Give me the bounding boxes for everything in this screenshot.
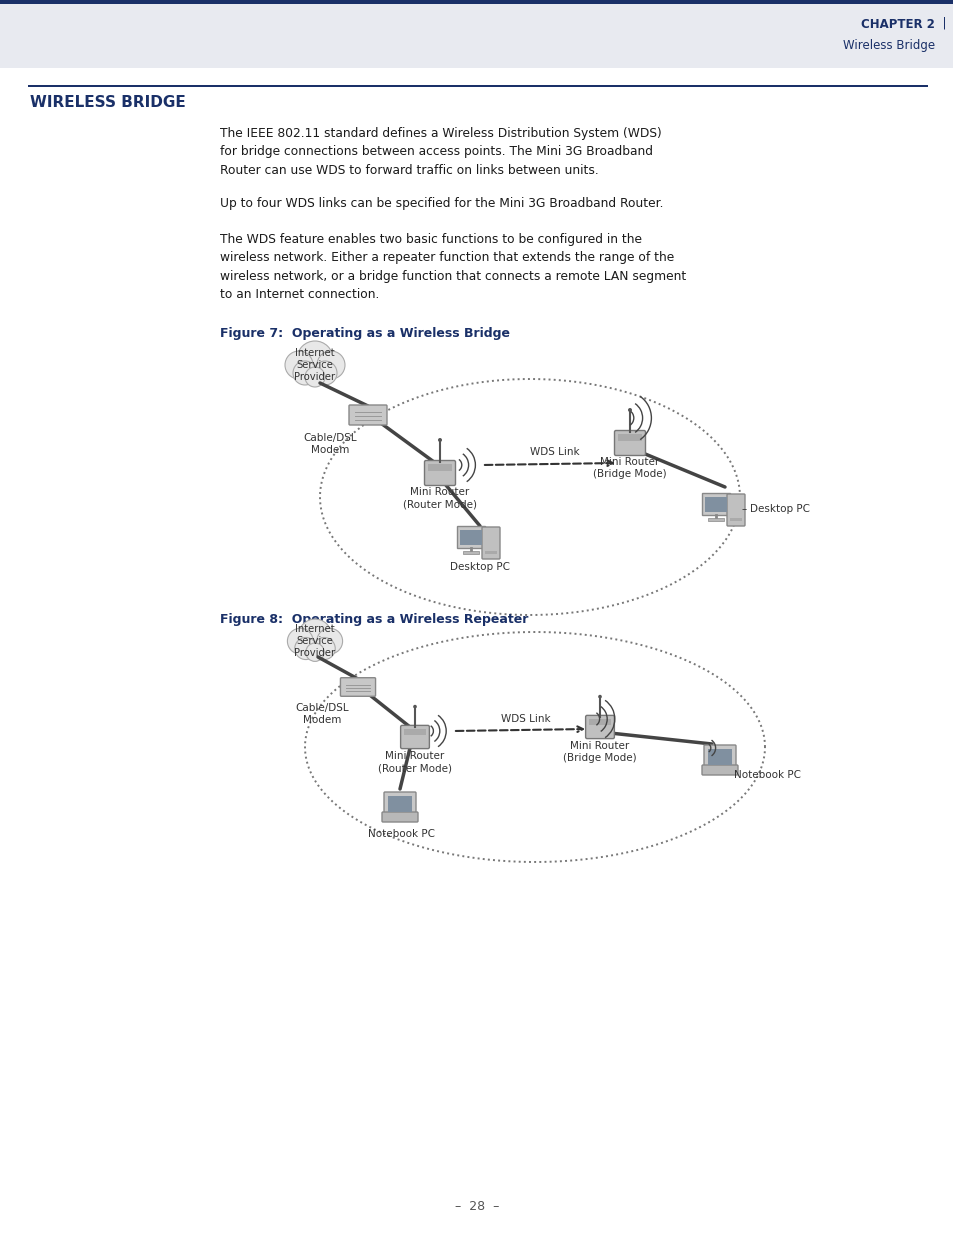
Bar (589, 719, 610, 725)
Circle shape (305, 367, 325, 387)
FancyBboxPatch shape (614, 431, 645, 456)
Text: Notebook PC: Notebook PC (368, 829, 435, 839)
Circle shape (437, 438, 441, 442)
Bar (456, 526, 484, 548)
FancyBboxPatch shape (400, 725, 429, 748)
FancyBboxPatch shape (349, 405, 387, 425)
Circle shape (287, 629, 313, 655)
Text: WDS Link: WDS Link (530, 447, 579, 457)
Text: Internet
Service
Provider: Internet Service Provider (294, 624, 335, 658)
Text: Cable/DSL
Modem: Cable/DSL Modem (303, 433, 356, 456)
Circle shape (413, 705, 416, 709)
Text: CHAPTER 2: CHAPTER 2 (861, 17, 934, 31)
Text: Desktop PC: Desktop PC (450, 562, 510, 572)
Circle shape (598, 695, 601, 699)
Text: –: – (741, 504, 746, 514)
Bar (707, 748, 731, 764)
Text: |  Network Planning: | Network Planning (934, 17, 953, 31)
FancyBboxPatch shape (703, 745, 735, 769)
Text: WIRELESS BRIDGE: WIRELESS BRIDGE (30, 95, 186, 110)
Bar (707, 517, 723, 521)
Text: Wireless Bridge: Wireless Bridge (842, 40, 934, 53)
Text: Up to four WDS links can be specified for the Mini 3G Broadband Router.: Up to four WDS links can be specified fo… (220, 198, 662, 210)
Circle shape (313, 361, 336, 385)
FancyBboxPatch shape (424, 461, 455, 485)
Bar (404, 729, 425, 735)
Bar (0, 0, 953, 68)
Circle shape (316, 629, 342, 655)
Bar (704, 496, 726, 513)
Text: Notebook PC: Notebook PC (733, 769, 801, 781)
Bar (484, 551, 497, 555)
Text: Figure 7:  Operating as a Wireless Bridge: Figure 7: Operating as a Wireless Bridge (220, 327, 510, 340)
Circle shape (627, 408, 631, 412)
FancyBboxPatch shape (701, 764, 738, 776)
Bar (462, 551, 478, 555)
FancyBboxPatch shape (585, 715, 614, 739)
Text: Cable/DSL
Modem: Cable/DSL Modem (294, 703, 349, 725)
Circle shape (285, 351, 313, 379)
FancyBboxPatch shape (381, 811, 417, 823)
Circle shape (313, 637, 335, 659)
Text: WDS Link: WDS Link (500, 714, 550, 724)
Text: Mini Router
(Router Mode): Mini Router (Router Mode) (402, 487, 476, 509)
Text: Mini Router
(Router Mode): Mini Router (Router Mode) (377, 751, 452, 773)
Text: Figure 8:  Operating as a Wireless Repeater: Figure 8: Operating as a Wireless Repeat… (220, 613, 528, 626)
Text: Mini Router
(Bridge Mode): Mini Router (Bridge Mode) (593, 457, 666, 479)
Text: The WDS feature enables two basic functions to be configured in the
wireless net: The WDS feature enables two basic functi… (220, 233, 685, 301)
Circle shape (306, 643, 324, 662)
Bar (0, 0, 953, 4)
Text: –  28  –: – 28 – (455, 1200, 498, 1213)
Bar (618, 435, 641, 441)
Text: The IEEE 802.11 standard defines a Wireless Distribution System (WDS)
for bridge: The IEEE 802.11 standard defines a Wirel… (220, 127, 661, 177)
Circle shape (296, 341, 333, 377)
Text: Internet
Service
Provider: Internet Service Provider (294, 347, 335, 383)
Bar (428, 464, 452, 471)
Circle shape (293, 361, 316, 385)
FancyBboxPatch shape (481, 527, 499, 559)
Bar (459, 530, 481, 545)
Bar (28, 85, 927, 86)
Bar (701, 493, 729, 515)
Circle shape (298, 619, 332, 652)
Circle shape (294, 637, 316, 659)
FancyBboxPatch shape (384, 792, 416, 816)
Bar (729, 517, 741, 521)
FancyBboxPatch shape (340, 678, 375, 697)
Bar (388, 797, 412, 811)
FancyBboxPatch shape (726, 494, 744, 526)
Circle shape (316, 351, 345, 379)
Text: Desktop PC: Desktop PC (749, 504, 809, 514)
Text: Mini Router
(Bridge Mode): Mini Router (Bridge Mode) (562, 741, 637, 763)
